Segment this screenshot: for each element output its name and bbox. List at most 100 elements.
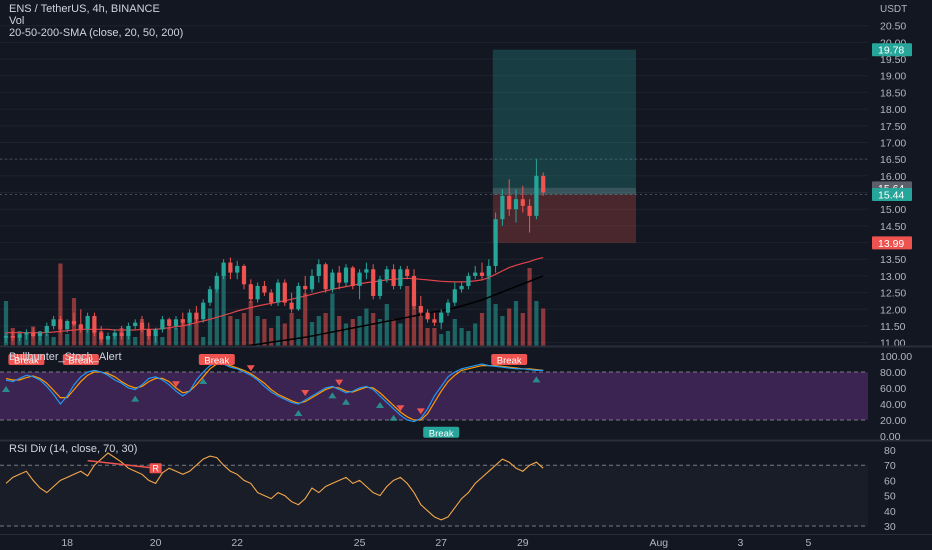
candle-body xyxy=(466,275,471,286)
volume-bar xyxy=(262,319,267,346)
stoch-title[interactable]: Bullhunter_Stoch_Alert xyxy=(9,351,122,363)
volume-bar xyxy=(275,316,281,346)
price-tick-label: 17.50 xyxy=(880,121,906,133)
entry-zone[interactable] xyxy=(492,187,636,195)
candle-body xyxy=(282,282,287,303)
long-position-tool[interactable] xyxy=(492,49,636,243)
bull-marker xyxy=(199,378,208,384)
candle-body xyxy=(269,292,274,303)
volume-bar xyxy=(439,334,444,346)
bull-marker xyxy=(2,386,10,392)
volume-bar xyxy=(269,328,274,346)
candle-body xyxy=(160,319,165,330)
rsi-title[interactable]: RSI Div (14, close, 70, 30) xyxy=(9,443,137,455)
price-tick-label: 19.50 xyxy=(880,54,906,66)
candle-body xyxy=(3,335,9,338)
candle-body xyxy=(228,262,233,273)
candle-body xyxy=(541,175,546,193)
bear-marker xyxy=(416,408,425,415)
bear-marker xyxy=(246,365,255,372)
candle-body xyxy=(167,319,172,326)
volume-bar xyxy=(384,304,389,346)
candle-body xyxy=(432,319,437,323)
candle-body xyxy=(133,322,138,326)
volume-bar xyxy=(371,313,376,346)
candle-body xyxy=(214,275,219,290)
price-tag xyxy=(872,43,912,57)
volume-bar xyxy=(357,316,362,346)
break-label-text: Break xyxy=(497,356,522,367)
volume-bar xyxy=(214,278,219,346)
ma-legend[interactable]: 20-50-200-SMA (close, 20, 50, 200) xyxy=(9,27,183,39)
volume-bar xyxy=(282,323,287,346)
bull-marker xyxy=(342,398,350,405)
candle-body xyxy=(398,269,403,286)
candle-body xyxy=(289,302,294,310)
candle-body xyxy=(534,175,539,216)
stoch-tick-label: 100.00 xyxy=(880,351,912,363)
time-tick-label: 25 xyxy=(354,537,366,549)
time-axis-labels[interactable]: 18 Aug 20 22 25 27 29 3 5 xyxy=(61,537,811,549)
stoch-k-line xyxy=(5,361,544,423)
price-tag-label: 13.99 xyxy=(878,238,904,250)
volume-bar xyxy=(44,334,49,346)
candle-body xyxy=(418,305,423,313)
volume-bar xyxy=(296,319,301,346)
volume-bar xyxy=(187,316,192,346)
break-label-text: Break xyxy=(68,356,93,367)
candle-body xyxy=(126,325,131,336)
time-tick-label: 3 xyxy=(737,537,743,549)
volume-bar xyxy=(207,308,213,346)
volume-bar xyxy=(520,313,525,346)
rsi-panel: R 80 70 60 50 40 30 xyxy=(0,445,896,533)
volume-bar xyxy=(241,313,247,346)
price-tick-label: 16.50 xyxy=(880,154,906,166)
candle-body xyxy=(350,267,355,286)
stoch-tick-label: 0.00 xyxy=(880,431,901,443)
volume-bar xyxy=(405,286,410,346)
volume-bar xyxy=(58,263,63,346)
price-tick-label: 13.50 xyxy=(880,254,906,266)
candle-body xyxy=(71,320,77,325)
volume-bar xyxy=(479,313,485,346)
rsi-tick-label: 60 xyxy=(884,475,896,487)
volume-legend[interactable]: Vol xyxy=(9,15,24,27)
volume-bar xyxy=(452,319,457,346)
candle-body xyxy=(37,332,43,336)
break-label-text: Break xyxy=(14,356,39,367)
rsi-tick-label: 80 xyxy=(884,445,896,457)
price-tick-label: 20.50 xyxy=(880,21,906,33)
volume-bar xyxy=(51,337,56,346)
candle-body xyxy=(507,195,512,210)
candle-body xyxy=(337,272,342,283)
volume-bar xyxy=(201,337,206,346)
candle-body xyxy=(357,272,362,286)
bull-marker xyxy=(389,414,398,421)
symbol-title[interactable]: ENS / TetherUS, 4h, BINANCE xyxy=(9,3,160,15)
volume-bar xyxy=(527,268,532,346)
price-tick-label: 19.00 xyxy=(880,71,906,83)
bear-marker xyxy=(396,405,405,412)
volume-bar xyxy=(432,328,437,346)
volume-bar xyxy=(330,293,335,346)
time-tick-label: 18 xyxy=(61,537,73,549)
volume-bar xyxy=(255,316,260,346)
candle-body xyxy=(44,325,49,333)
candle-body xyxy=(173,319,179,326)
candle-body xyxy=(473,272,478,276)
price-tick-label: 16.00 xyxy=(880,171,906,183)
candle-body xyxy=(207,289,213,303)
time-tick-label: 5 xyxy=(805,537,811,549)
candle-body xyxy=(513,199,519,210)
volume-bar xyxy=(507,308,512,346)
volume-bar xyxy=(513,301,519,346)
candle-body xyxy=(384,269,389,280)
volume-bar xyxy=(445,331,451,346)
candle-body xyxy=(105,335,111,340)
price-tick-label: 17.00 xyxy=(880,137,906,149)
price-tick-label: 15.00 xyxy=(880,204,906,216)
candle-body xyxy=(85,315,90,330)
volume-bar xyxy=(466,331,471,346)
target-zone[interactable] xyxy=(492,49,636,195)
